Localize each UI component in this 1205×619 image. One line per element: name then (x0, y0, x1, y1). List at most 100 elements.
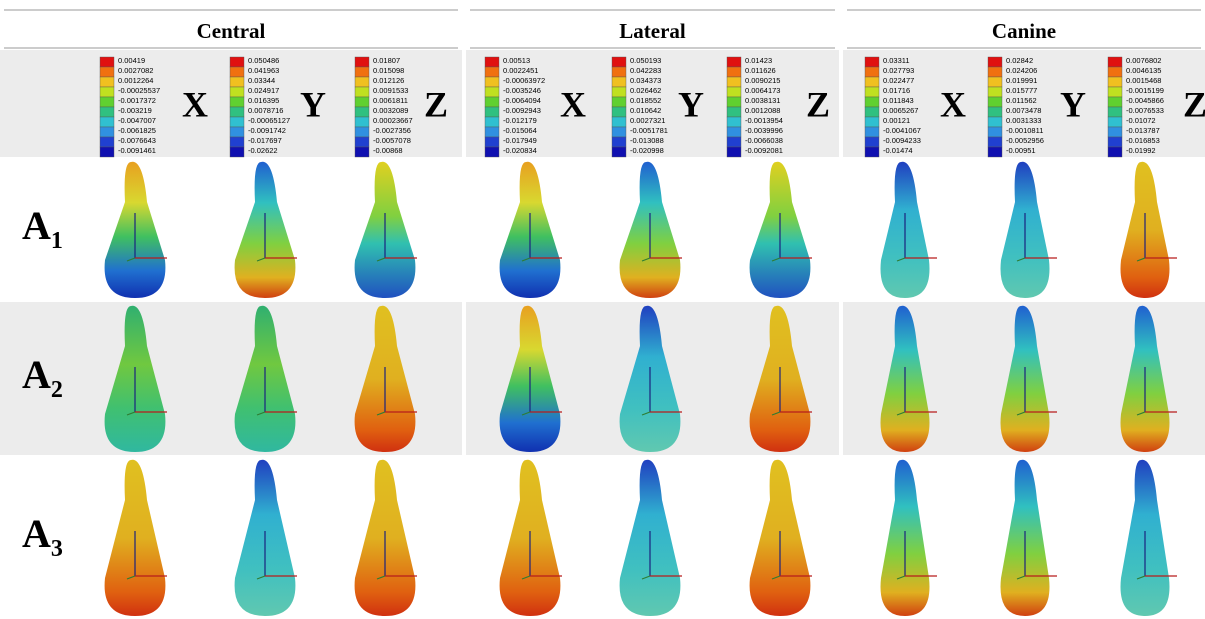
color-swatch (988, 97, 1002, 107)
color-swatch (230, 67, 244, 77)
legend-label: -0.0047007 (118, 116, 156, 125)
legend-label: 0.018552 (630, 96, 661, 105)
legend-label: -0.01992 (1126, 146, 1156, 155)
color-swatch (230, 57, 244, 67)
color-swatch (612, 127, 626, 137)
color-swatch (612, 67, 626, 77)
axis-label: X (940, 84, 966, 124)
color-swatch (727, 87, 741, 97)
legend-label: 0.015777 (1006, 86, 1037, 95)
legend-label: 0.0091533 (373, 86, 408, 95)
legend-label: -0.0017372 (118, 96, 156, 105)
legend-label: 0.0078716 (248, 106, 283, 115)
legend-label: -0.01474 (883, 146, 913, 155)
legend-label: 0.0073478 (1006, 106, 1041, 115)
color-swatch (727, 97, 741, 107)
legend-label: -0.0013954 (745, 116, 783, 125)
legend-label: -0.0057078 (373, 136, 411, 145)
legend-label: 0.0064173 (745, 86, 780, 95)
legend-label: 0.0012088 (745, 106, 780, 115)
legend-label: -0.0027356 (373, 126, 411, 135)
legend-label: -0.0051781 (630, 126, 668, 135)
color-swatch (988, 117, 1002, 127)
page: Displacement figure {"columns": [ {"titl… (0, 0, 1205, 619)
legend-label: 0.0032089 (373, 106, 408, 115)
separator (839, 0, 843, 619)
color-swatch (100, 77, 114, 87)
color-swatch (1108, 87, 1122, 97)
color-swatch (355, 117, 369, 127)
row-letter: A (22, 511, 51, 556)
color-swatch (865, 57, 879, 67)
legend-label: -0.015064 (503, 126, 537, 135)
color-swatch (230, 87, 244, 97)
legend-label: 0.03311 (883, 56, 910, 65)
color-swatch (612, 107, 626, 117)
color-swatch (727, 77, 741, 87)
legend-label: -0.0045866 (1126, 96, 1164, 105)
color-swatch (100, 117, 114, 127)
legend-label: -0.0064094 (503, 96, 541, 105)
row-letter: A (22, 203, 51, 248)
legend-label: -0.00063972 (503, 76, 545, 85)
legend-label: -0.0066038 (745, 136, 783, 145)
legend-label: -0.0015199 (1126, 86, 1164, 95)
axis-label: Z (1183, 84, 1205, 124)
color-swatch (1108, 67, 1122, 77)
legend-label: 0.01807 (373, 56, 400, 65)
color-swatch (865, 137, 879, 147)
legend-label: 0.03344 (248, 76, 275, 85)
legend-label: 0.00513 (503, 56, 530, 65)
legend-label: -0.00025537 (118, 86, 160, 95)
legend-label: 0.024206 (1006, 66, 1037, 75)
legend-label: -0.0039996 (745, 126, 783, 135)
color-swatch (355, 77, 369, 87)
axis-label: X (560, 84, 586, 124)
color-swatch (1108, 127, 1122, 137)
color-swatch (485, 67, 499, 77)
color-swatch (485, 97, 499, 107)
legend-label: 0.016395 (248, 96, 279, 105)
color-swatch (230, 117, 244, 127)
color-swatch (865, 117, 879, 127)
color-swatch (865, 147, 879, 157)
axis-label: Z (806, 84, 830, 124)
color-swatch (727, 137, 741, 147)
color-swatch (988, 87, 1002, 97)
color-swatch (100, 147, 114, 157)
legend-label: 0.00121 (883, 116, 910, 125)
color-swatch (612, 147, 626, 157)
color-swatch (1108, 97, 1122, 107)
color-swatch (727, 107, 741, 117)
legend-label: 0.012126 (373, 76, 404, 85)
color-swatch (612, 87, 626, 97)
legend-label: -0.003219 (118, 106, 152, 115)
legend-label: -0.00868 (373, 146, 403, 155)
legend-label: -0.013088 (630, 136, 664, 145)
color-swatch (230, 97, 244, 107)
legend-label: 0.0031333 (1006, 116, 1041, 125)
legend-label: 0.02842 (1006, 56, 1033, 65)
legend-label: 0.0046135 (1126, 66, 1161, 75)
legend-label: -0.01072 (1126, 116, 1156, 125)
legend-label: 0.0061811 (373, 96, 408, 105)
row-label: A1 (22, 203, 63, 253)
color-swatch (100, 127, 114, 137)
color-swatch (865, 97, 879, 107)
color-swatch (485, 107, 499, 117)
axis-label: X (182, 84, 208, 124)
legend-label: 0.027793 (883, 66, 914, 75)
legend-label: 0.0015468 (1126, 76, 1161, 85)
color-swatch (1108, 117, 1122, 127)
color-swatch (100, 57, 114, 67)
legend-label: 0.01716 (883, 86, 910, 95)
color-swatch (355, 137, 369, 147)
color-swatch (100, 107, 114, 117)
column-title: Canine (992, 19, 1056, 43)
legend-label: 0.019991 (1006, 76, 1037, 85)
separator (462, 0, 466, 619)
legend-label: -0.0092943 (503, 106, 541, 115)
legend-label: 0.042283 (630, 66, 661, 75)
legend-label: -0.012179 (503, 116, 537, 125)
color-swatch (865, 67, 879, 77)
